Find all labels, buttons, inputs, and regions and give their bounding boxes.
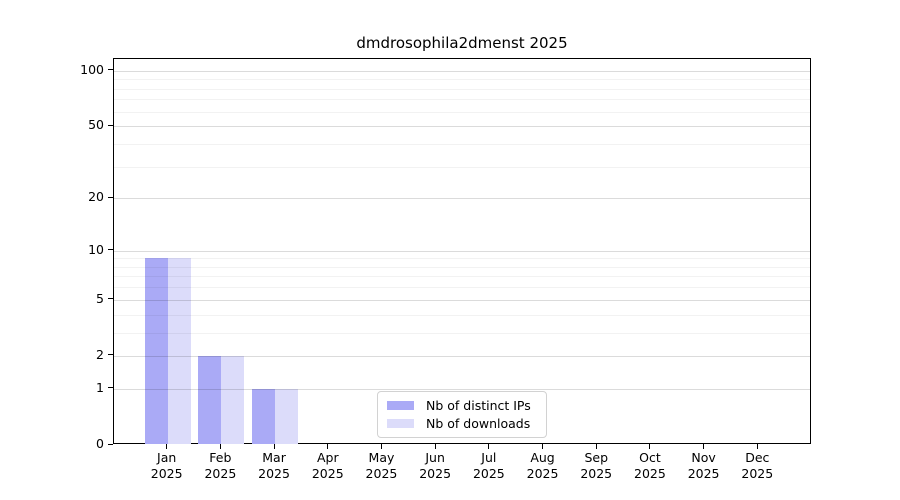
y-tick-mark-20 — [108, 196, 113, 198]
minor-gridline-3 — [114, 332, 810, 334]
x-tick-mark-sep — [595, 444, 597, 449]
legend-label-downloads: Nb of downloads — [426, 415, 531, 431]
x-tick-year-apr: 2025 — [311, 466, 344, 481]
legend: Nb of distinct IPs Nb of downloads — [377, 391, 547, 438]
chart-title: dmdrosophila2dmenst 2025 — [356, 34, 568, 52]
x-tick-month-sep: Sep — [584, 450, 608, 465]
y-tick-label-5: 5 — [96, 290, 104, 306]
bar-downloads-feb — [221, 355, 245, 444]
y-tick-label-1: 1 — [96, 379, 104, 395]
major-gridline-1 — [114, 388, 810, 390]
x-tick-mark-aug — [542, 444, 544, 449]
x-tick-label-sep: Sep 2025 — [564, 450, 628, 482]
minor-gridline-90 — [114, 79, 810, 81]
x-tick-month-apr: Apr — [316, 450, 339, 465]
x-tick-year-may: 2025 — [365, 466, 398, 481]
y-tick-mark-100 — [108, 69, 113, 71]
bar-downloads-mar — [275, 388, 299, 444]
x-tick-month-jan: Jan — [157, 450, 177, 465]
x-tick-year-mar: 2025 — [258, 466, 290, 481]
x-tick-month-mar: Mar — [262, 450, 286, 465]
minor-gridline-4 — [114, 314, 810, 316]
minor-gridline-70 — [114, 99, 810, 101]
x-tick-label-feb: Feb 2025 — [188, 450, 252, 482]
x-tick-mark-nov — [703, 444, 705, 449]
minor-gridline-60 — [114, 111, 810, 113]
major-gridline-2 — [114, 355, 810, 357]
x-tick-year-dec: 2025 — [741, 466, 774, 481]
x-tick-month-feb: Feb — [209, 450, 232, 465]
y-tick-mark-1 — [108, 387, 113, 389]
y-tick-label-20: 20 — [88, 189, 104, 205]
legend-swatch-distinct-ips — [387, 400, 414, 410]
bar-downloads-jan — [167, 258, 191, 444]
minor-gridline-40 — [114, 143, 810, 145]
x-tick-label-apr: Apr 2025 — [296, 450, 360, 482]
bar-distinct-ips-feb — [198, 355, 222, 444]
minor-gridline-7 — [114, 276, 810, 278]
x-tick-label-jun: Jun 2025 — [403, 450, 467, 482]
x-tick-mark-feb — [219, 444, 221, 449]
x-tick-mark-jan — [166, 444, 168, 449]
major-gridline-20 — [114, 198, 810, 200]
y-tick-mark-10 — [108, 249, 113, 251]
minor-gridline-30 — [114, 166, 810, 168]
major-gridline-50 — [114, 126, 810, 128]
x-tick-label-may: May 2025 — [349, 450, 413, 482]
x-tick-month-aug: Aug — [530, 450, 555, 465]
y-tick-label-100: 100 — [80, 61, 104, 77]
y-tick-mark-2 — [108, 354, 113, 356]
x-tick-month-may: May — [368, 450, 395, 465]
x-tick-label-aug: Aug 2025 — [511, 450, 575, 482]
y-tick-mark-5 — [108, 298, 113, 300]
x-tick-year-jun: 2025 — [419, 466, 452, 481]
legend-item-downloads: Nb of downloads — [387, 414, 538, 432]
y-tick-label-0: 0 — [96, 436, 104, 451]
x-tick-month-dec: Dec — [745, 450, 770, 465]
x-tick-year-feb: 2025 — [204, 466, 237, 481]
y-tick-mark-0 — [108, 443, 113, 445]
y-tick-label-50: 50 — [88, 117, 104, 133]
x-tick-month-jul: Jul — [481, 450, 497, 465]
x-tick-label-jul: Jul 2025 — [457, 450, 521, 482]
minor-gridline-8 — [114, 266, 810, 268]
legend-swatch-downloads — [387, 418, 414, 428]
x-tick-mark-dec — [756, 444, 758, 449]
x-tick-label-nov: Nov 2025 — [672, 450, 736, 482]
legend-item-distinct-ips: Nb of distinct IPs — [387, 396, 538, 414]
x-tick-mark-may — [380, 444, 382, 449]
x-tick-mark-jul — [488, 444, 490, 449]
bar-distinct-ips-mar — [251, 388, 276, 444]
minor-gridline-9 — [114, 258, 810, 260]
y-tick-label-2: 2 — [96, 346, 104, 362]
x-tick-year-aug: 2025 — [526, 466, 559, 481]
x-tick-year-sep: 2025 — [580, 466, 613, 481]
x-tick-mark-jun — [434, 444, 436, 449]
x-tick-label-jan: Jan 2025 — [135, 450, 199, 482]
x-tick-year-jul: 2025 — [472, 466, 505, 481]
legend-label-distinct-ips: Nb of distinct IPs — [426, 397, 531, 413]
y-tick-label-10: 10 — [88, 241, 104, 257]
x-tick-label-dec: Dec 2025 — [725, 450, 789, 482]
x-tick-month-oct: Oct — [639, 450, 661, 465]
x-tick-year-nov: 2025 — [687, 466, 720, 481]
x-tick-mark-mar — [273, 444, 275, 449]
x-tick-year-oct: 2025 — [634, 466, 666, 481]
x-tick-label-oct: Oct 2025 — [618, 450, 682, 482]
bar-distinct-ips-jan — [144, 258, 168, 444]
minor-gridline-80 — [114, 88, 810, 90]
x-tick-month-nov: Nov — [691, 450, 716, 465]
x-tick-month-jun: Jun — [425, 450, 445, 465]
major-gridline-100 — [114, 70, 810, 72]
x-tick-label-mar: Mar 2025 — [242, 450, 306, 482]
x-tick-year-jan: 2025 — [150, 466, 183, 481]
major-gridline-10 — [114, 250, 810, 252]
x-tick-mark-oct — [649, 444, 651, 449]
major-gridline-5 — [114, 299, 810, 301]
x-tick-mark-apr — [327, 444, 329, 449]
plot-area — [113, 58, 811, 444]
minor-gridline-6 — [114, 287, 810, 289]
y-tick-mark-50 — [108, 124, 113, 126]
